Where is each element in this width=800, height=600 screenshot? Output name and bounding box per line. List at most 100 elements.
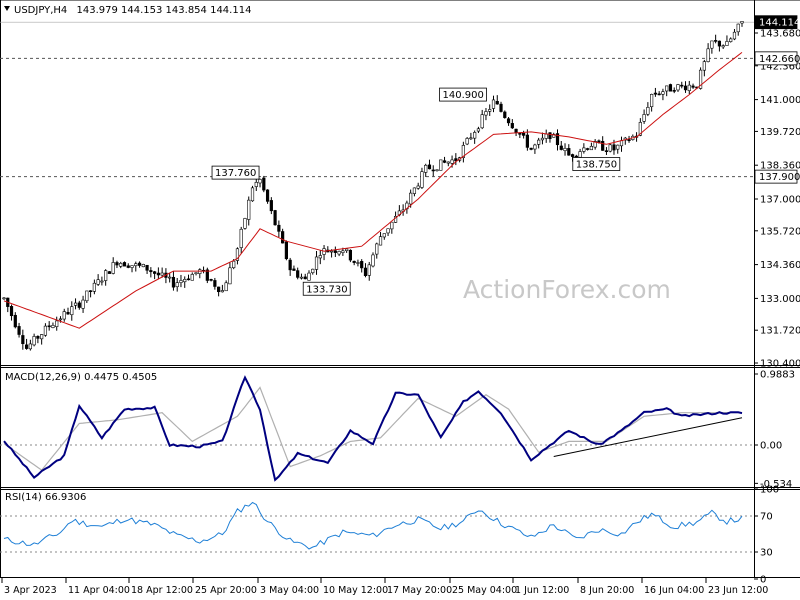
candle-body xyxy=(239,228,243,248)
x-tick-label: 18 Apr 12:00 xyxy=(131,585,193,596)
macd-panel: 0.9883 0.00 -0.534 MACD(12,26,9) 0.4475 0.… xyxy=(0,370,795,490)
macd-signal-line xyxy=(3,386,742,471)
candle-body xyxy=(198,269,202,274)
candle-body xyxy=(66,312,70,315)
candle-body xyxy=(92,282,96,292)
candle-body xyxy=(311,268,315,274)
candle-body xyxy=(40,334,44,340)
price-panel: 143.680 142.360 141.000 139.720 138.360 137.0… xyxy=(0,15,800,370)
candle-body xyxy=(183,278,187,283)
candle-body xyxy=(578,151,582,158)
annotation-label: 133.730 xyxy=(306,284,347,295)
candle-body xyxy=(736,23,740,33)
macd-y-tick-label: -0.534 xyxy=(760,479,792,490)
candle-body xyxy=(495,100,499,105)
candle-body xyxy=(702,61,706,71)
symbol-label: USDJPY,H4 xyxy=(14,5,67,16)
candle-body xyxy=(582,147,586,152)
candle-body xyxy=(217,286,221,293)
candle-body xyxy=(491,99,496,109)
macd-trendline xyxy=(553,417,743,457)
x-tick-label: 8 Jun 20:00 xyxy=(580,585,634,596)
candle-body xyxy=(115,262,119,266)
candle-body xyxy=(100,280,104,283)
candle-body xyxy=(382,233,386,238)
macd-line xyxy=(3,375,743,482)
candle-body xyxy=(672,90,676,92)
annotation-label: 138.750 xyxy=(576,160,617,171)
candle-body xyxy=(28,343,32,350)
candle-body xyxy=(62,311,66,320)
candle-body xyxy=(224,282,228,292)
candle-body xyxy=(439,159,443,171)
candle-body xyxy=(537,139,541,145)
candle-body xyxy=(292,268,296,271)
candle-body xyxy=(160,272,164,276)
candle-body xyxy=(540,137,545,141)
candle-body xyxy=(137,262,142,266)
candle-body xyxy=(250,187,255,202)
candle-body xyxy=(73,302,78,306)
candle-body xyxy=(168,276,172,279)
macd-title: MACD(12,26,9) 0.4475 0.4505 xyxy=(5,372,157,383)
candle-body xyxy=(220,290,224,293)
y-tick-label: 138.360 xyxy=(760,161,800,172)
candle-body xyxy=(378,236,383,246)
candle-body xyxy=(717,40,722,47)
x-tick-label: 10 May 12:00 xyxy=(323,585,388,596)
candle-body xyxy=(601,141,605,151)
candle-body xyxy=(503,111,507,118)
annotation-box xyxy=(439,87,487,102)
candle-body xyxy=(149,270,153,273)
candle-body xyxy=(570,154,575,157)
candle-body xyxy=(687,84,691,91)
candle-body xyxy=(721,45,725,48)
candle-body xyxy=(653,92,657,95)
candle-body xyxy=(586,148,590,150)
candle-body xyxy=(277,224,281,232)
candle-body xyxy=(589,146,593,151)
candle-body xyxy=(473,132,477,139)
candle-body xyxy=(431,169,435,172)
dropdown-arrow-icon[interactable] xyxy=(4,6,10,11)
candle-body xyxy=(619,140,624,147)
candle-body xyxy=(281,231,285,244)
annotation-label: 140.900 xyxy=(442,90,483,101)
rsi-y-tick-label: 30 xyxy=(760,548,773,559)
candle-body xyxy=(36,335,40,339)
candle-body xyxy=(510,123,514,129)
candle-body xyxy=(122,262,127,267)
candle-body xyxy=(386,228,390,234)
candle-body xyxy=(111,262,115,274)
annotation-box xyxy=(572,157,621,171)
candle-body xyxy=(333,250,337,253)
candle-body xyxy=(104,270,108,281)
candle-body xyxy=(171,276,176,288)
candle-body xyxy=(107,271,112,274)
y-tick-label: 135.720 xyxy=(760,226,800,237)
candle-body xyxy=(47,325,51,328)
candle-body xyxy=(303,276,307,280)
candle-body xyxy=(89,290,93,292)
candle-body xyxy=(243,218,247,229)
y-tick-label: 131.720 xyxy=(760,326,800,337)
candle-body xyxy=(484,111,488,116)
candle-body xyxy=(299,276,304,279)
x-tick-label: 1 Jun 12:00 xyxy=(515,585,569,596)
candle-body xyxy=(262,177,266,191)
x-tick-label: 23 Jun 12:00 xyxy=(708,585,768,596)
candle-body xyxy=(96,279,100,285)
candle-body xyxy=(288,259,292,271)
candle-body xyxy=(296,270,300,278)
candle-body xyxy=(375,243,379,255)
candle-body xyxy=(24,344,29,349)
annotation-box xyxy=(302,281,351,296)
candle-body xyxy=(646,107,650,115)
candle-body xyxy=(153,271,157,274)
candle-body xyxy=(469,137,473,140)
candle-body xyxy=(17,326,21,335)
candle-body xyxy=(175,282,179,288)
candle-body xyxy=(9,306,14,317)
candle-body xyxy=(480,114,484,129)
